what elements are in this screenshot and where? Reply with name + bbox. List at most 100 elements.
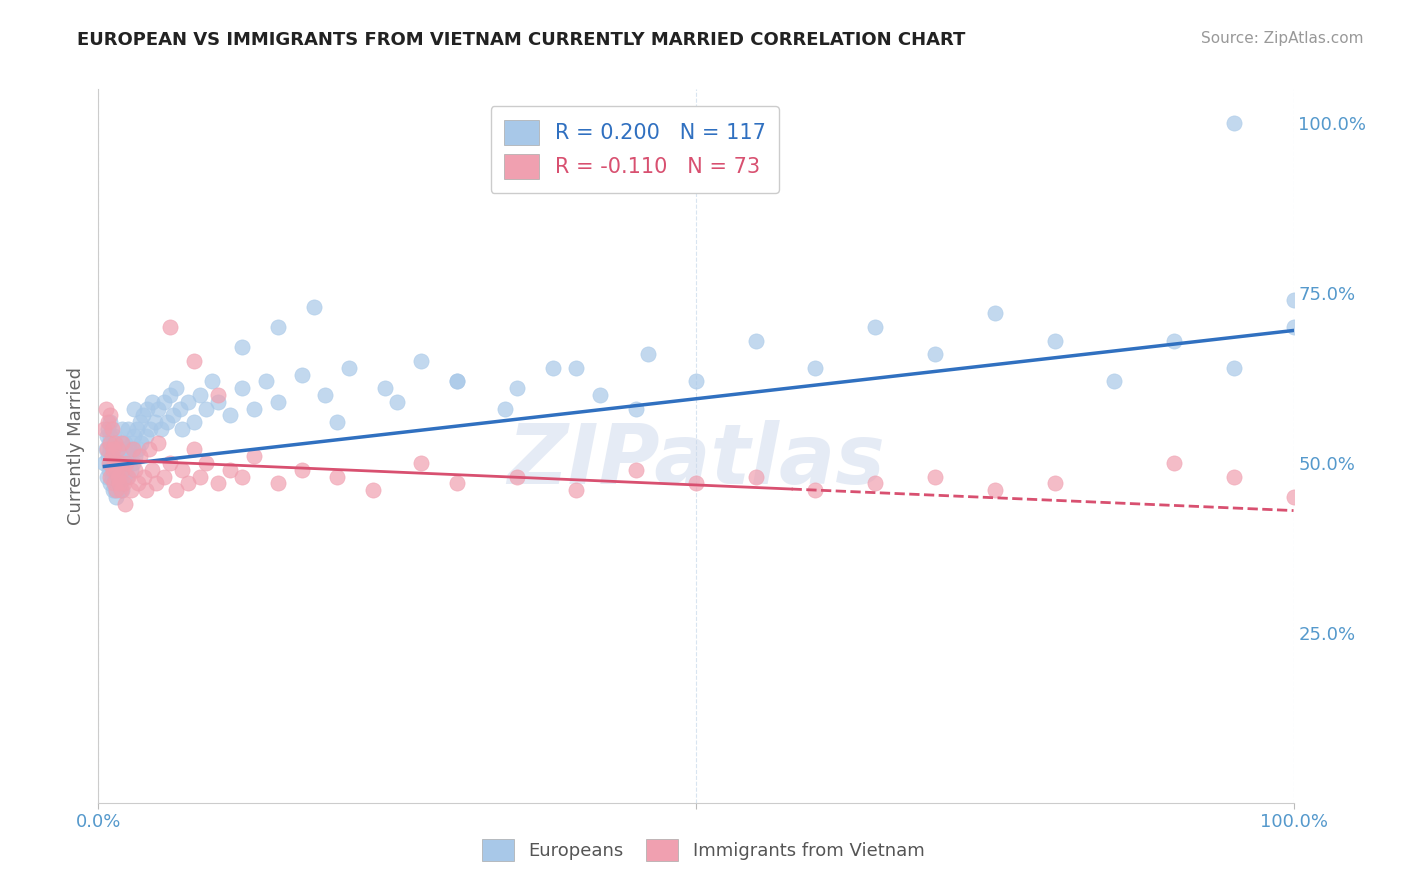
Point: [141, 463, 163, 477]
Point: [207, 394, 229, 409]
Point: [326, 469, 349, 483]
Point: [115, 456, 138, 470]
Point: [103, 456, 125, 470]
Point: [98, 442, 122, 457]
Point: [131, 435, 153, 450]
Point: [108, 456, 131, 470]
Point: [114, 463, 136, 477]
Point: [108, 449, 131, 463]
Point: [117, 422, 139, 436]
Point: [267, 320, 290, 334]
Point: [411, 456, 433, 470]
Point: [104, 463, 127, 477]
Point: [101, 463, 124, 477]
Point: [924, 347, 946, 361]
Point: [105, 469, 128, 483]
Point: [254, 375, 277, 389]
Point: [98, 435, 122, 450]
Point: [101, 483, 124, 498]
Point: [124, 401, 146, 416]
Point: [1223, 469, 1246, 483]
Point: [127, 442, 149, 457]
Point: [207, 388, 229, 402]
Point: [138, 442, 160, 457]
Point: [267, 394, 290, 409]
Point: [363, 483, 385, 498]
Point: [103, 476, 125, 491]
Point: [121, 435, 143, 450]
Point: [98, 463, 121, 477]
Point: [112, 442, 135, 457]
Point: [155, 415, 177, 429]
Point: [94, 401, 117, 416]
Point: [115, 469, 138, 483]
Point: [148, 401, 170, 416]
Point: [685, 375, 707, 389]
Point: [219, 463, 242, 477]
Point: [117, 469, 139, 483]
Point: [103, 429, 125, 443]
Point: [131, 409, 153, 423]
Point: [139, 422, 162, 436]
Point: [104, 435, 127, 450]
Point: [172, 463, 194, 477]
Point: [135, 483, 157, 498]
Point: [149, 422, 172, 436]
Point: [143, 415, 166, 429]
Point: [107, 469, 129, 483]
Point: [637, 347, 659, 361]
Point: [93, 456, 115, 470]
Point: [506, 381, 529, 395]
Point: [118, 442, 141, 457]
Point: [117, 449, 139, 463]
Point: [98, 476, 122, 491]
Point: [108, 476, 131, 491]
Point: [326, 415, 349, 429]
Point: [103, 476, 125, 491]
Point: [98, 409, 122, 423]
Point: [177, 394, 200, 409]
Point: [110, 469, 132, 483]
Point: [98, 469, 122, 483]
Point: [107, 463, 129, 477]
Point: [207, 476, 229, 491]
Point: [98, 435, 121, 450]
Point: [124, 429, 146, 443]
Point: [446, 375, 468, 389]
Point: [101, 463, 124, 477]
Point: [195, 401, 218, 416]
Point: [183, 354, 205, 368]
Point: [110, 483, 132, 498]
Point: [135, 429, 157, 443]
Point: [103, 456, 125, 470]
Point: [100, 449, 122, 463]
Point: [1282, 320, 1305, 334]
Point: [924, 469, 946, 483]
Point: [111, 435, 134, 450]
Point: [153, 469, 176, 483]
Point: [411, 354, 433, 368]
Point: [129, 449, 152, 463]
Point: [96, 469, 118, 483]
Point: [122, 456, 145, 470]
Point: [111, 463, 134, 477]
Legend: Europeans, Immigrants from Vietnam: Europeans, Immigrants from Vietnam: [472, 830, 934, 870]
Point: [494, 401, 516, 416]
Point: [183, 415, 205, 429]
Point: [105, 483, 128, 498]
Point: [107, 476, 129, 491]
Point: [122, 442, 145, 457]
Point: [148, 435, 170, 450]
Point: [201, 375, 224, 389]
Point: [219, 409, 242, 423]
Point: [865, 476, 887, 491]
Point: [145, 476, 167, 491]
Text: Source: ZipAtlas.com: Source: ZipAtlas.com: [1201, 31, 1364, 46]
Point: [339, 360, 361, 375]
Point: [315, 388, 337, 402]
Point: [98, 415, 122, 429]
Point: [93, 422, 115, 436]
Point: [589, 388, 612, 402]
Point: [104, 442, 127, 457]
Point: [153, 394, 176, 409]
